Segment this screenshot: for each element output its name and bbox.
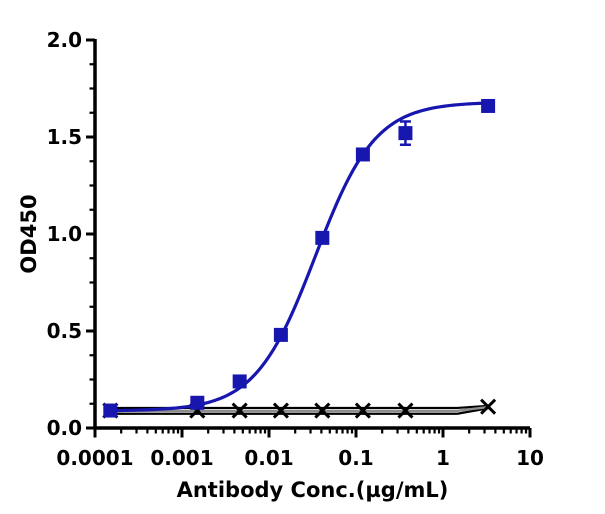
x-marker <box>272 402 289 419</box>
square-marker <box>103 403 118 418</box>
y-tick-label: 2.0 <box>47 28 82 52</box>
x-marker <box>354 402 371 419</box>
binding-fit-curve <box>108 101 490 413</box>
square-marker <box>232 374 247 389</box>
x-tick-label: 1 <box>436 446 450 470</box>
y-tick-label: 1.5 <box>47 125 82 149</box>
control-line-upper <box>110 404 489 410</box>
x-tick-label: 0.0001 <box>56 446 133 470</box>
y-tick-label: 0.5 <box>47 319 82 343</box>
y-axis-title: OD450 <box>17 194 41 273</box>
square-marker <box>273 327 288 342</box>
axes-frame <box>93 39 530 430</box>
x-marker <box>231 402 248 419</box>
x-marker <box>480 398 497 415</box>
x-tick-label: 0.01 <box>244 446 293 470</box>
square-marker <box>190 395 205 410</box>
square-marker <box>315 230 330 245</box>
control-line-lower <box>110 407 489 415</box>
square-marker <box>481 98 496 113</box>
y-tick-label: 0.0 <box>47 416 82 440</box>
x-tick-label: 0.1 <box>338 446 373 470</box>
x-marker <box>314 402 331 419</box>
square-marker <box>355 147 370 162</box>
x-marker <box>397 402 414 419</box>
y-tick-label: 1.0 <box>47 222 82 246</box>
x-tick-label: 0.001 <box>150 446 213 470</box>
x-axis-title: Antibody Conc.(µg/mL) <box>177 478 449 502</box>
x-tick-label: 10 <box>516 446 544 470</box>
square-marker <box>398 126 413 141</box>
